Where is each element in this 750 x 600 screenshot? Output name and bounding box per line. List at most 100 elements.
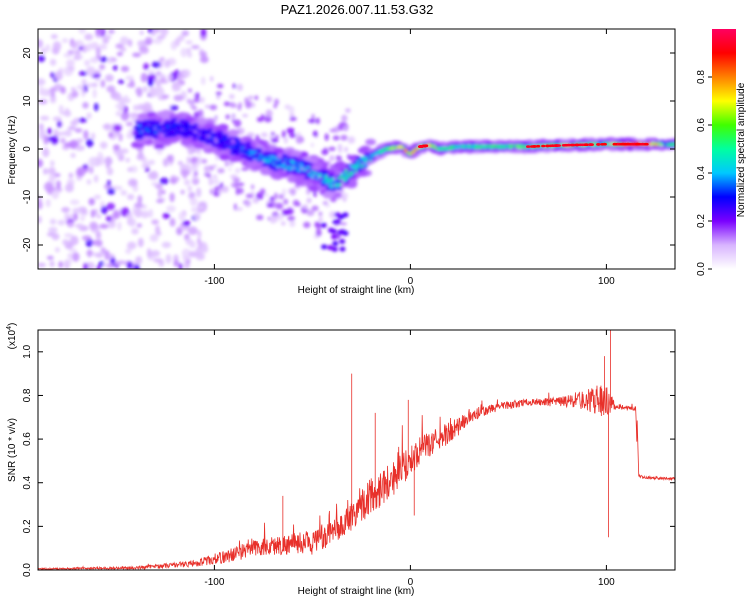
- spectrogram-blob: [156, 148, 163, 155]
- spectrogram-ridge-mark: [248, 153, 252, 156]
- spectrogram-blob: [90, 42, 99, 50]
- snr-y-tick-label: 0.8: [22, 388, 33, 402]
- spectrogram-ridge-mark: [602, 142, 607, 146]
- spectrogram-ridge-mark: [324, 174, 328, 177]
- spectrogram-blob: [100, 79, 106, 88]
- spectrogram-blob: [335, 219, 341, 225]
- spectrogram-ridge-mark: [299, 166, 303, 169]
- spectrogram-blob: [127, 39, 133, 47]
- spectrogram-blob: [329, 155, 335, 162]
- spectrogram-blob: [69, 199, 80, 205]
- spectrogram-blob: [245, 193, 254, 199]
- spectrogram-blob: [308, 118, 316, 124]
- spectrogram-blob: [159, 177, 169, 185]
- spectrogram-blob: [58, 261, 63, 269]
- spectrogram-ridge-mark: [180, 130, 184, 133]
- spectrogram-ridge-mark: [313, 171, 317, 174]
- spectrogram-blob: [188, 192, 195, 200]
- spectrogram-blob: [151, 181, 160, 186]
- spectrogram-blob: [64, 129, 72, 137]
- spectrogram-ridge-mark: [344, 171, 348, 174]
- spectrogram-ridge-mark: [300, 170, 304, 173]
- spectrogram-ridge-mark: [192, 123, 199, 127]
- spectrogram-blob: [244, 200, 252, 208]
- spectrogram-blob: [148, 159, 155, 165]
- spectrogram-blob: [128, 218, 136, 227]
- spectrogram-blob: [49, 95, 57, 104]
- spectrogram-blob: [140, 210, 150, 219]
- colorbar-ticks: 0.0 0.2 0.4 0.6 0.8: [696, 70, 712, 276]
- spectrogram-ridge-mark: [153, 125, 157, 128]
- spectrogram-ridge-mark: [231, 154, 243, 162]
- spectrogram-ridge-mark: [326, 177, 330, 180]
- spectrogram-ridge-mark: [217, 145, 224, 150]
- spectrogram-ridge-mark: [263, 159, 268, 162]
- spectrogram-blob: [153, 78, 159, 85]
- spectrogram-ridge-mark: [175, 124, 179, 127]
- spectrogram-ridge-mark: [202, 138, 209, 143]
- spectrogram-ridge-mark: [652, 142, 656, 145]
- spectrogram-blob: [118, 133, 123, 142]
- spectrogram-blob: [188, 251, 198, 258]
- spectrogram-blob: [131, 228, 139, 235]
- spectrogram-blob: [231, 114, 235, 120]
- spectrogram-ridge-mark: [282, 164, 286, 167]
- spectrogram-ridge-mark: [191, 131, 195, 134]
- spectrogram-blob: [209, 104, 218, 111]
- spectrogram-blob: [66, 59, 75, 67]
- spectrogram-blob: [181, 248, 191, 259]
- spectrogram-ridge-mark: [260, 168, 272, 176]
- spectrogram-ridge-mark: [287, 165, 291, 168]
- spectrogram-ridge-mark: [200, 137, 204, 140]
- spectrogram-blob: [70, 152, 76, 159]
- spectrogram-blob: [86, 42, 92, 52]
- spectrogram-blob: [265, 109, 273, 118]
- spectrogram-blob: [57, 120, 62, 128]
- spectrogram-blob: [248, 95, 254, 100]
- spectrogram-blob: [237, 182, 245, 186]
- spectrogram-ridge-mark: [177, 131, 181, 134]
- colorbar-tick-label: 0.4: [696, 166, 707, 180]
- spectrogram-blob: [108, 29, 115, 34]
- spectrogram-ridge-mark: [143, 129, 147, 132]
- spectrogram-blob: [57, 219, 66, 226]
- spectrogram-blob: [173, 94, 184, 102]
- spectrogram-ridge-mark: [240, 154, 246, 159]
- spectrogram-blob: [147, 77, 154, 87]
- spectrogram-blob: [274, 98, 279, 106]
- spectrogram-ridge-mark: [330, 177, 334, 180]
- spectrogram-ridge-mark: [265, 158, 269, 161]
- spectrogram-blob: [185, 238, 193, 246]
- snr-x-tick-label: 100: [598, 577, 615, 588]
- spectrogram-ridge-mark: [363, 156, 368, 159]
- spectrogram-blob: [282, 130, 286, 136]
- spectrogram-ridge-mark: [318, 175, 322, 177]
- spectrogram-blob: [140, 72, 148, 83]
- spectrogram-ridge-mark: [490, 144, 494, 147]
- spectrogram-blob: [191, 207, 197, 213]
- snr-x-axis-label: Height of straight line (km): [298, 586, 415, 597]
- spectrogram-blob: [340, 134, 348, 141]
- spectrogram-ridge-mark: [268, 165, 275, 170]
- spectrogram-blob: [116, 51, 124, 57]
- spectrogram-ridge-mark: [147, 131, 151, 134]
- spectrogram-blob: [146, 248, 152, 258]
- spectrogram-ridge-mark: [343, 179, 347, 182]
- spectrogram-ridge-mark: [196, 129, 200, 132]
- spectrogram-ridge-mark: [291, 166, 295, 169]
- spectrogram-ridge-mark: [152, 135, 159, 139]
- spectrogram-blob: [335, 155, 342, 161]
- spectrogram-blob: [151, 219, 160, 225]
- spectrogram-blob: [264, 193, 269, 197]
- spectrogram-ridge-mark: [289, 164, 293, 167]
- spectrogram-blob: [283, 137, 288, 144]
- spectrogram-blob: [76, 166, 86, 177]
- spectrogram-blob: [295, 135, 303, 144]
- spectrogram-blob: [156, 35, 166, 40]
- spectrogram-blob: [208, 177, 214, 186]
- spectrogram-ridge-mark: [606, 142, 610, 145]
- colorbar-tick-label: 0.8: [696, 70, 707, 84]
- spectrogram-blob: [38, 215, 42, 224]
- spectrogram-blob: [87, 249, 92, 258]
- spectrogram-ridge-mark: [144, 133, 150, 137]
